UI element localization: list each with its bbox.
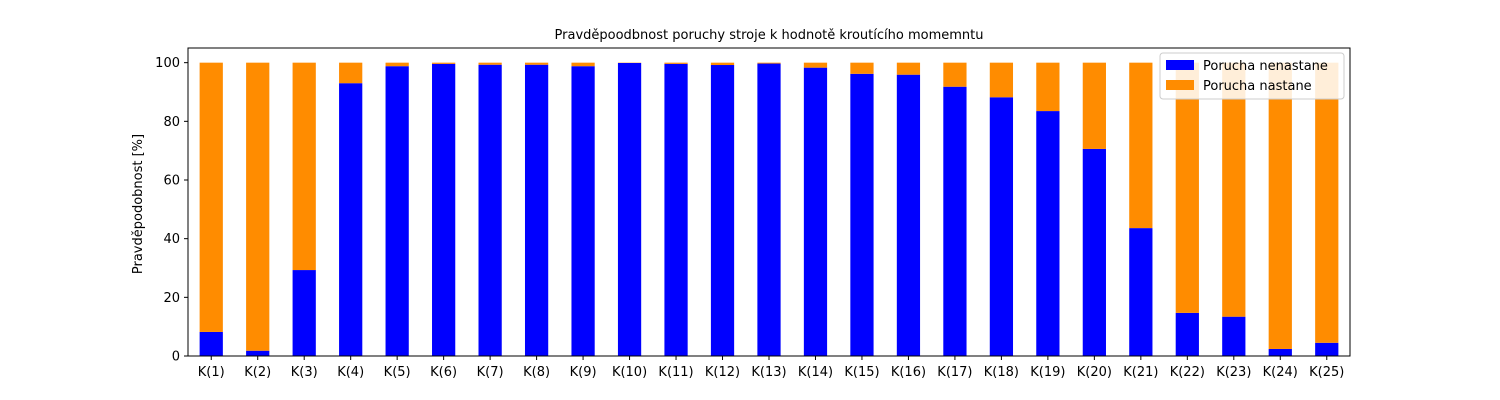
bar-porucha-nenastane-3 (292, 270, 316, 356)
bar-porucha-nastane-24 (1268, 62, 1292, 349)
x-tick-label: K(12) (705, 365, 740, 380)
x-tick-label: K(10) (612, 365, 647, 380)
bar-porucha-nenastane-17 (943, 86, 967, 356)
y-tick-label: 40 (163, 232, 180, 247)
bar-porucha-nenastane-14 (803, 67, 828, 357)
x-tick-label: K(8) (523, 365, 550, 380)
bars-layer (199, 62, 1339, 357)
bar-porucha-nenastane-15 (850, 73, 874, 356)
bar-porucha-nastane-7 (478, 62, 502, 65)
y-tick-label: 0 (172, 350, 180, 365)
bar-porucha-nastane-20 (1082, 62, 1106, 149)
bar-porucha-nastane-22 (1175, 62, 1199, 313)
bar-porucha-nenastane-7 (478, 64, 502, 356)
bar-porucha-nenastane-13 (757, 63, 781, 357)
legend-swatch-porucha-nastane (1166, 80, 1194, 90)
legend-box (1159, 52, 1345, 100)
bar-porucha-nastane-11 (664, 62, 688, 64)
x-tick-label: K(4) (337, 365, 364, 380)
legend-swatch-porucha-nenastane (1166, 60, 1194, 70)
x-tick-label: K(13) (751, 365, 786, 380)
x-tick-label: K(3) (291, 365, 318, 380)
y-tick-label: 80 (163, 115, 180, 130)
x-tick-label: K(25) (1309, 365, 1344, 380)
axes-layer: K(1) K(2) K(3) K(4) K(5) K(6) K(7) K(8) K(9) K(10… (155, 47, 1351, 380)
bar-porucha-nenastane-10 (617, 62, 642, 357)
x-tick-label: K(16) (891, 365, 926, 380)
bar-porucha-nastane-8 (524, 62, 549, 65)
bar-porucha-nenastane-5 (385, 66, 409, 356)
bar-porucha-nenastane-23 (1222, 316, 1246, 356)
bar-porucha-nenastane-1 (199, 331, 223, 356)
bar-porucha-nastane-17 (943, 62, 967, 87)
bar-porucha-nastane-4 (339, 62, 363, 84)
bar-porucha-nastane-25 (1315, 62, 1339, 343)
x-tick-label: K(17) (937, 365, 972, 380)
bar-porucha-nastane-3 (292, 62, 316, 271)
x-tick-label: K(7) (477, 365, 504, 380)
legend: Porucha nenastane Porucha nastane (1159, 52, 1345, 100)
x-tick-label: K(5) (384, 365, 411, 380)
y-tick-label: 60 (163, 174, 180, 189)
bar-porucha-nenastane-25 (1315, 342, 1339, 356)
x-tick-label: K(23) (1216, 365, 1251, 380)
bar-porucha-nenastane-16 (896, 74, 921, 356)
bar-porucha-nastane-6 (432, 62, 456, 64)
x-tick-label: K(14) (798, 365, 833, 380)
x-tick-label: K(15) (844, 365, 879, 380)
x-tick-label: K(24) (1263, 365, 1298, 380)
y-tick-label: 20 (163, 291, 180, 306)
legend-label: Porucha nastane (1203, 79, 1312, 94)
y-axis-label: Pravděpodobnost [%] (131, 134, 146, 274)
x-tick-label: K(18) (984, 365, 1019, 380)
x-tick-label: K(20) (1077, 365, 1112, 380)
bar-porucha-nastane-13 (757, 62, 781, 64)
legend-label: Porucha nenastane (1203, 59, 1328, 74)
bar-porucha-nenastane-20 (1082, 148, 1106, 356)
bar-porucha-nenastane-12 (710, 65, 735, 356)
bar-porucha-nastane-2 (246, 62, 270, 351)
bar-porucha-nenastane-9 (571, 66, 595, 356)
x-tick-label: K(9) (570, 365, 597, 380)
bar-porucha-nenastane-4 (339, 83, 363, 356)
bar-porucha-nastane-19 (1036, 62, 1060, 112)
bar-porucha-nastane-5 (385, 62, 409, 67)
bar-porucha-nastane-12 (710, 62, 735, 66)
bar-porucha-nastane-14 (803, 62, 828, 68)
bar-porucha-nenastane-2 (246, 350, 270, 356)
x-tick-label: K(1) (198, 365, 225, 380)
x-tick-label: K(2) (244, 365, 271, 380)
bar-porucha-nenastane-19 (1036, 111, 1060, 356)
x-tick-label: K(21) (1123, 365, 1158, 380)
chart-title: Pravděpoodbnost poruchy stroje k hodnotě… (555, 28, 984, 43)
bar-porucha-nastane-9 (571, 62, 595, 67)
bar-porucha-nenastane-18 (989, 97, 1014, 356)
x-tick-label: K(11) (658, 365, 693, 380)
bar-porucha-nastane-16 (896, 62, 921, 75)
bar-porucha-nastane-15 (850, 62, 874, 74)
y-tick-label: 100 (155, 56, 180, 71)
bar-porucha-nastane-23 (1222, 62, 1246, 317)
bar-porucha-nastane-21 (1129, 62, 1153, 229)
bar-porucha-nastane-1 (199, 62, 223, 332)
bar-porucha-nenastane-22 (1175, 312, 1199, 356)
bar-porucha-nenastane-21 (1129, 228, 1153, 356)
bar-porucha-nenastane-24 (1268, 348, 1292, 356)
x-tick-label: K(22) (1170, 365, 1205, 380)
bar-porucha-nenastane-11 (664, 63, 688, 357)
bar-porucha-nastane-18 (989, 62, 1014, 98)
x-tick-label: K(6) (430, 365, 457, 380)
x-tick-label: K(19) (1030, 365, 1065, 380)
bar-porucha-nenastane-8 (524, 64, 549, 356)
bar-porucha-nenastane-6 (432, 63, 456, 357)
